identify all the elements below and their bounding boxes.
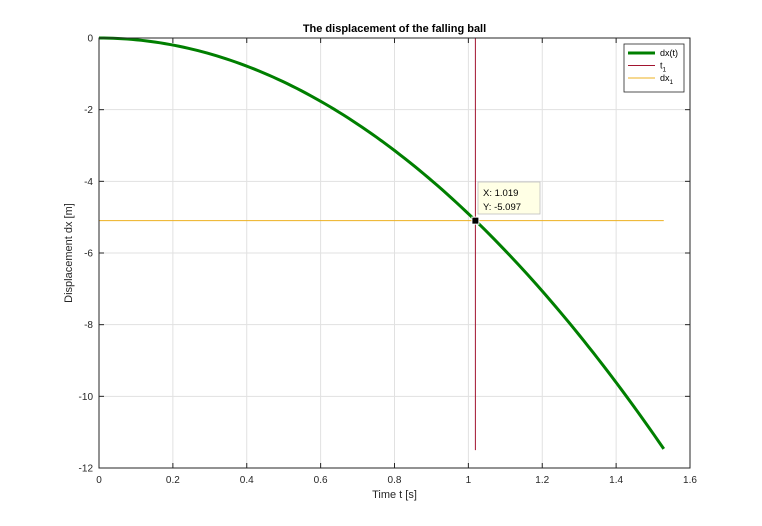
x-tick-label: 0.6 (314, 475, 328, 486)
y-tick-label: -4 (84, 177, 93, 188)
x-tick-label: 1.4 (609, 475, 623, 486)
datatip-box (477, 181, 541, 215)
x-tick-label: 1 (466, 475, 472, 486)
series-layer (98, 36, 666, 451)
series-line-1 (98, 36, 666, 450)
legend-label-1: dx(t) (660, 48, 678, 58)
datatip-x-text: X: 1.019 (483, 188, 518, 199)
x-tick-label: 1.6 (683, 475, 697, 486)
datatip[interactable]: X: 1.019 Y: -5.097 (477, 181, 541, 215)
y-axis-label: Displacement dx [m] (63, 203, 75, 303)
x-tick-label: 0.2 (166, 475, 180, 486)
legend-label-2: t1 (660, 61, 667, 74)
chart-title: The displacement of the falling ball (303, 23, 486, 35)
y-tick-label: 0 (87, 34, 93, 45)
y-tick-label: -10 (79, 392, 94, 403)
datatip-y-text: Y: -5.097 (483, 202, 521, 213)
y-tick-label: -8 (84, 320, 93, 331)
x-tick-label: 1.2 (535, 475, 549, 486)
x-tick-label: 0.8 (388, 475, 402, 486)
x-axis-label: Time t [s] (372, 489, 417, 501)
y-tick-label: -12 (79, 464, 94, 475)
y-tick-label: -2 (84, 105, 93, 116)
ticks: 0 0.2 0.4 0.6 0.8 1 1.2 1.4 1.6 0 -2 -4 -6 -8 -10 -12 (79, 34, 698, 487)
datatip-marker[interactable] (471, 216, 480, 225)
y-tick-label: -6 (84, 249, 93, 260)
x-tick-label: 0 (96, 475, 102, 486)
x-tick-label: 0.4 (240, 475, 254, 486)
